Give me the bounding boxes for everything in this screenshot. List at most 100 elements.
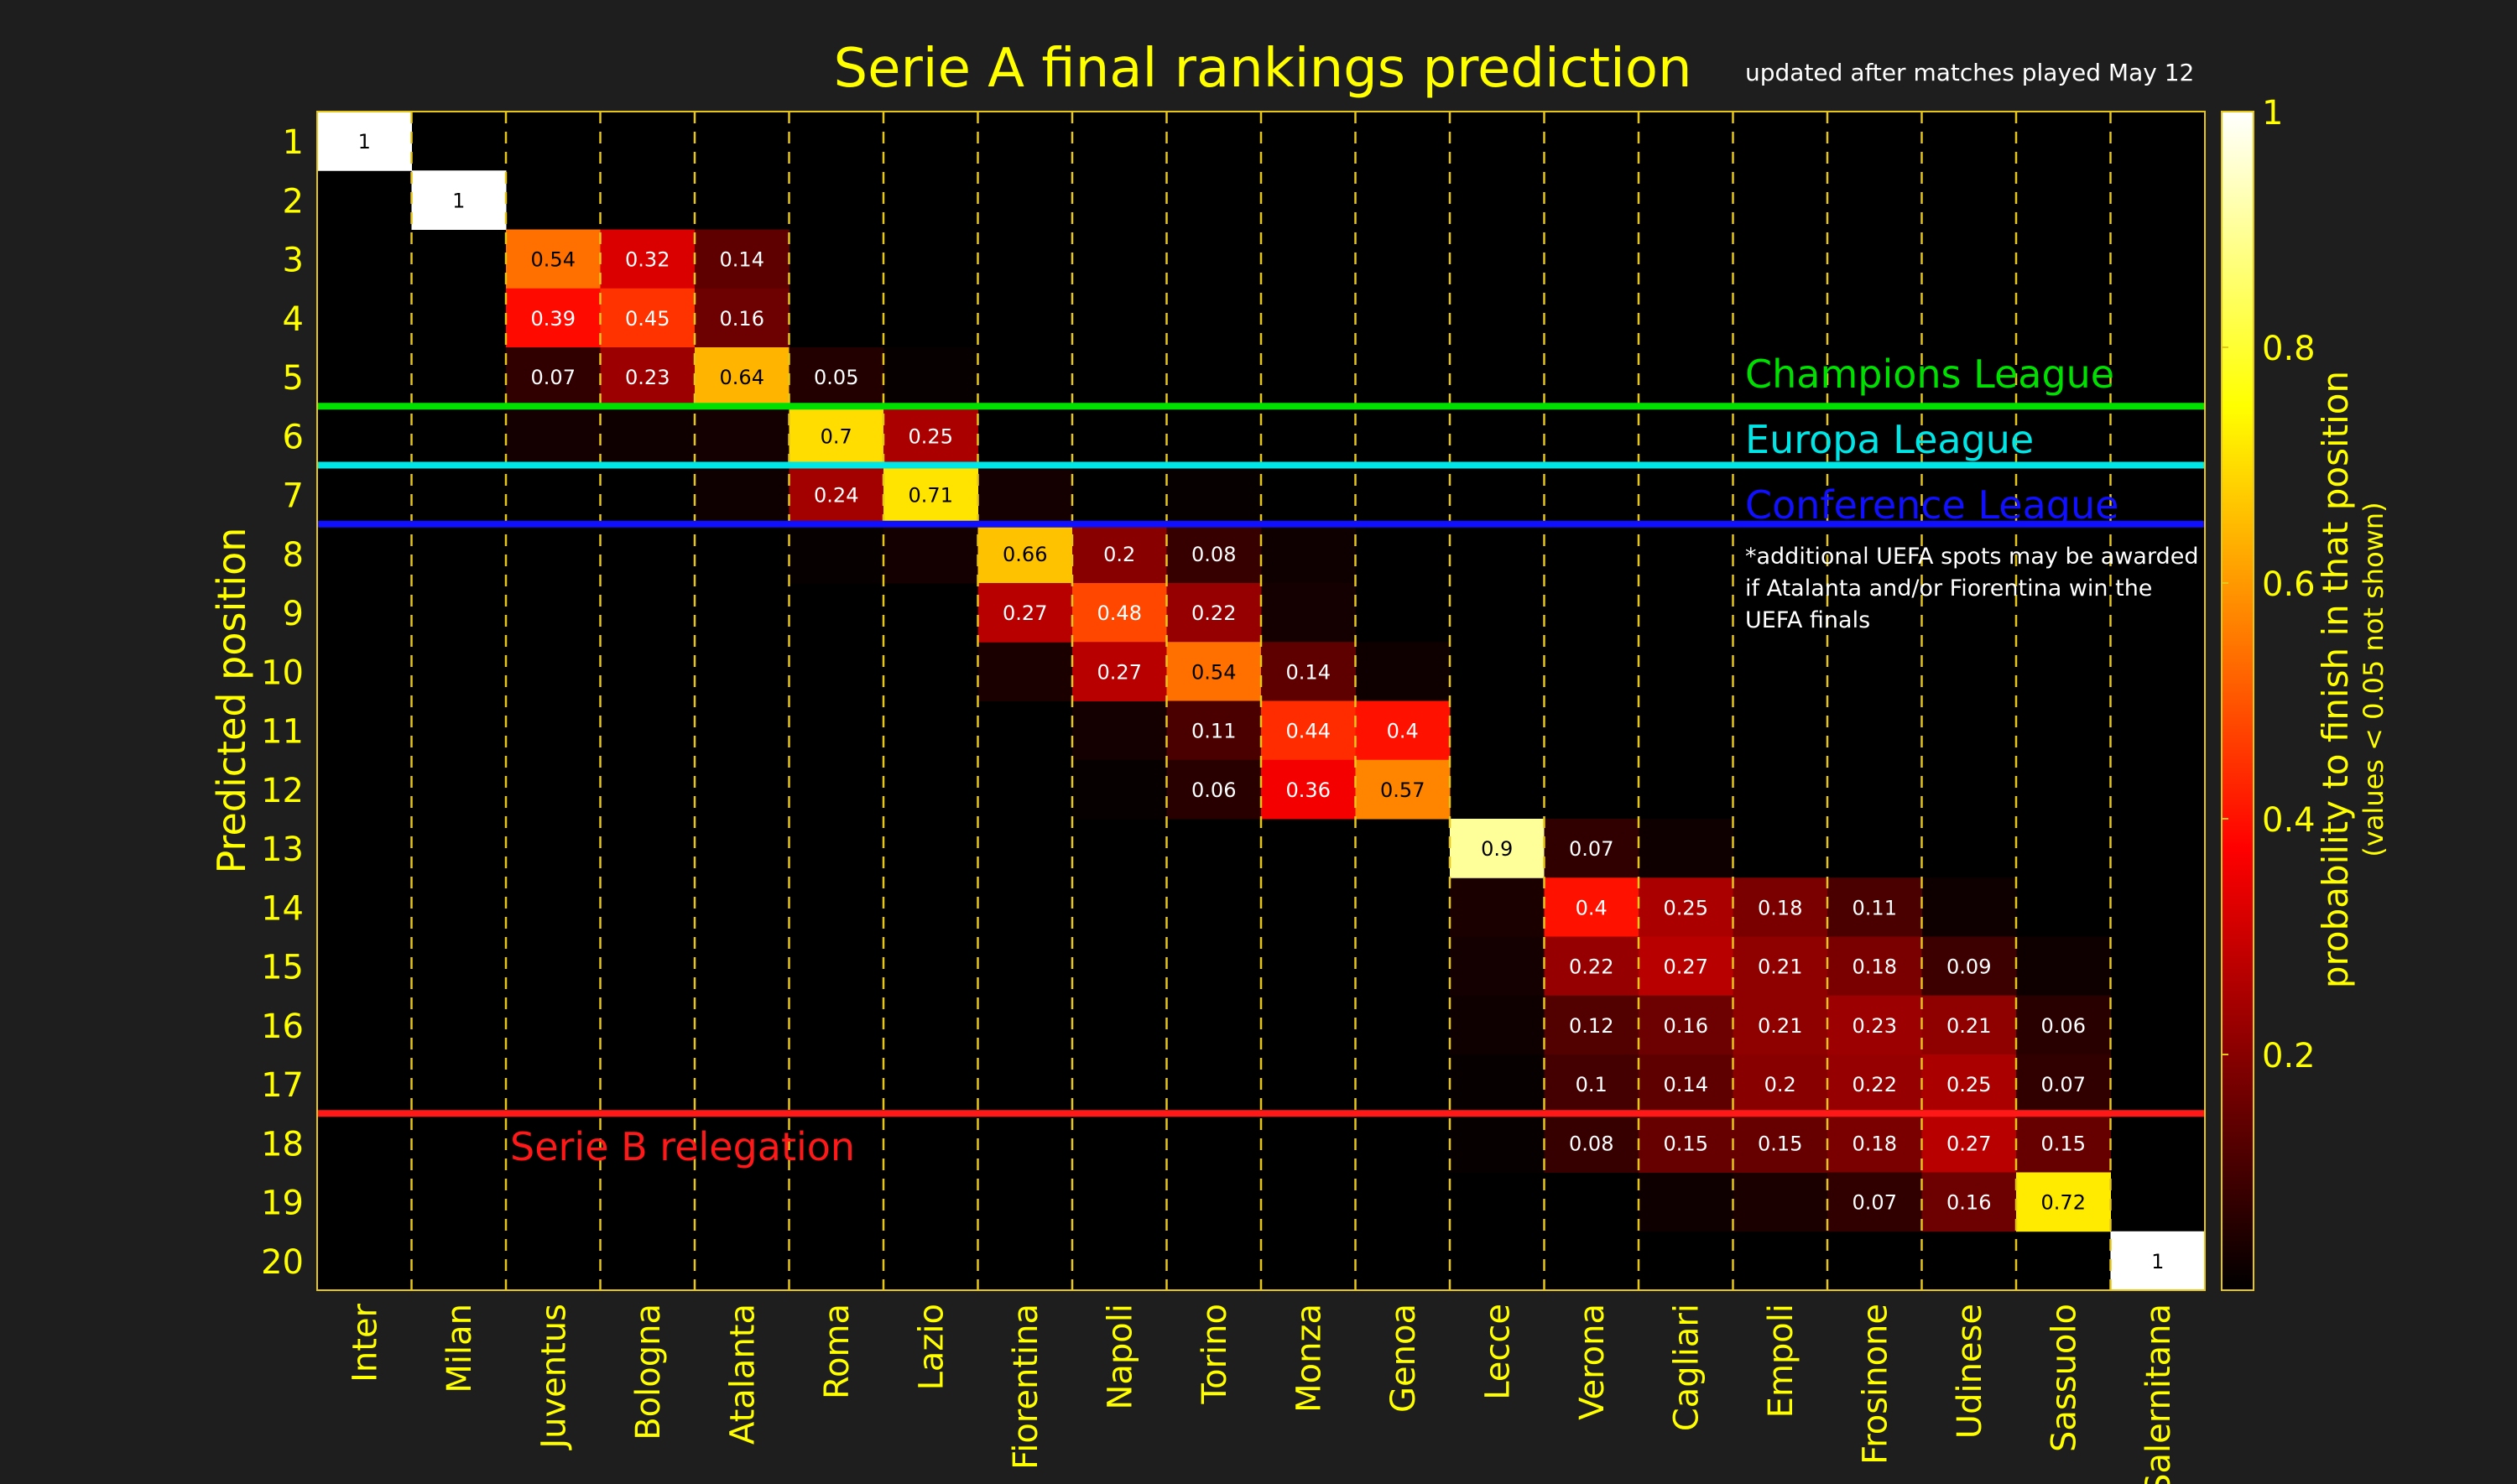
chart-title: Serie A final rankings prediction: [833, 38, 1691, 100]
y-tick-10: 10: [261, 653, 304, 692]
cell-verona-16: [1544, 995, 1639, 1055]
cell-udinese-19: [1921, 1172, 2017, 1232]
uefa-note-line-1: *additional UEFA spots may be awarded: [1745, 544, 2199, 570]
x-tick-atalanta: Atalanta: [723, 1304, 762, 1445]
cell-napoli-10: [1072, 642, 1167, 701]
colorbar-ticks: 0.2 0.4 0.6 0.8 1: [2222, 94, 2316, 1075]
cell-label-juventus-3: 0.54: [531, 248, 576, 272]
cell-bologna-3: [600, 229, 696, 289]
cell-frosinone-19: [1827, 1172, 1922, 1232]
cell-label-napoli-8: 0.2: [1103, 543, 1135, 566]
cell-empoli-17: [1733, 1054, 1828, 1114]
x-tick-frosinone: Frosinone: [1856, 1304, 1894, 1465]
cell-label-empoli-18: 0.15: [1758, 1132, 1802, 1155]
x-tick-juventus: Juventus: [534, 1304, 573, 1451]
cell-atalanta-4: [695, 288, 789, 348]
cell-verona-13: [1544, 819, 1639, 878]
cell-label-udinese-15: 0.09: [1946, 955, 1991, 979]
cell-label-fiorentina-9: 0.27: [1003, 601, 1047, 625]
cell-bologna-6: [600, 406, 696, 466]
cell-empoli-16: [1733, 995, 1828, 1055]
cell-fiorentina-9: [977, 583, 1073, 643]
cell-label-frosinone-15: 0.18: [1853, 955, 1897, 979]
cell-label-cagliari-15: 0.27: [1664, 955, 1708, 979]
cell-label-bologna-5: 0.23: [625, 366, 670, 389]
cell-napoli-12: [1072, 759, 1167, 820]
cell-torino-12: [1166, 759, 1262, 820]
cell-label-torino-12: 0.06: [1191, 778, 1236, 802]
cell-lecce-16: [1450, 995, 1545, 1055]
cell-inter-1: [317, 112, 412, 171]
cell-empoli-19: [1733, 1172, 1828, 1232]
y-tick-11: 11: [261, 713, 304, 752]
cell-label-cagliari-14: 0.25: [1664, 896, 1708, 919]
cell-label-torino-9: 0.22: [1191, 601, 1236, 625]
y-tick-18: 18: [261, 1125, 304, 1164]
cell-label-frosinone-16: 0.23: [1853, 1014, 1897, 1038]
cell-label-genoa-12: 0.57: [1380, 778, 1425, 802]
cell-bologna-4: [600, 288, 696, 348]
cell-label-atalanta-5: 0.64: [720, 366, 764, 389]
cell-genoa-12: [1355, 759, 1451, 820]
x-tick-inter: Inter: [346, 1303, 384, 1382]
cell-frosinone-16: [1827, 995, 1922, 1055]
x-tick-verona: Verona: [1573, 1304, 1612, 1420]
cell-label-cagliari-18: 0.15: [1664, 1132, 1708, 1155]
x-tick-empoli: Empoli: [1762, 1304, 1800, 1418]
colorbar-tick-label: 0.2: [2262, 1037, 2316, 1075]
y-tick-19: 19: [261, 1185, 304, 1223]
x-tick-lazio: Lazio: [912, 1304, 951, 1390]
cell-juventus-5: [506, 347, 601, 407]
cell-label-lazio-7: 0.71: [909, 484, 953, 508]
cell-cagliari-18: [1639, 1113, 1733, 1173]
cell-sassuolo-15: [2016, 936, 2111, 997]
y-axis-label: Predicted position: [209, 528, 254, 874]
cell-napoli-11: [1072, 700, 1167, 761]
cell-lecce-15: [1450, 936, 1545, 997]
cell-label-torino-11: 0.11: [1191, 720, 1236, 743]
cell-fiorentina-10: [977, 642, 1073, 701]
cell-label-udinese-19: 0.16: [1946, 1191, 1991, 1215]
cell-label-lecce-13: 0.9: [1481, 837, 1513, 861]
cell-label-juventus-5: 0.07: [531, 366, 576, 389]
x-tick-fiorentina: Fiorentina: [1007, 1304, 1045, 1470]
cell-frosinone-15: [1827, 936, 1922, 997]
cell-label-lazio-6: 0.25: [909, 424, 953, 448]
cell-udinese-16: [1921, 995, 2017, 1055]
y-tick-2: 2: [283, 182, 304, 221]
cell-genoa-10: [1355, 642, 1451, 701]
cell-cagliari-19: [1639, 1172, 1733, 1232]
y-tick-9: 9: [283, 595, 304, 633]
x-tick-bologna: Bologna: [629, 1304, 668, 1440]
cell-genoa-11: [1355, 700, 1451, 761]
cell-label-empoli-17: 0.2: [1764, 1073, 1796, 1096]
heatmap-cells: [317, 112, 2206, 1291]
cell-label-cagliari-17: 0.14: [1664, 1073, 1708, 1096]
x-tick-genoa: Genoa: [1384, 1304, 1423, 1413]
cell-roma-8: [789, 523, 884, 584]
colorbar-sublabel: (values < 0.05 not shown): [2358, 502, 2389, 857]
cell-label-salernitana-20: 1: [2151, 1250, 2164, 1273]
cell-fiorentina-7: [977, 465, 1073, 525]
cell-frosinone-18: [1827, 1113, 1922, 1173]
cell-label-udinese-16: 0.21: [1946, 1014, 1991, 1038]
cell-udinese-18: [1921, 1113, 2017, 1173]
cell-empoli-18: [1733, 1113, 1828, 1173]
cell-cagliari-13: [1639, 819, 1733, 878]
relegation-label: Serie B relegation: [510, 1124, 855, 1169]
cell-label-frosinone-17: 0.22: [1853, 1073, 1897, 1096]
cell-atalanta-3: [695, 229, 789, 289]
uefa-note-line-3: UEFA finals: [1745, 607, 1870, 633]
y-tick-14: 14: [261, 889, 304, 928]
cell-lazio-7: [883, 465, 978, 525]
y-tick-5: 5: [283, 359, 304, 398]
colorbar-tick-label: 1: [2262, 94, 2283, 133]
x-tick-labels: Inter Milan Juventus Bologna Atalanta Roma Laz…: [346, 1303, 2178, 1484]
cell-label-verona-14: 0.4: [1576, 896, 1608, 919]
cell-atalanta-7: [695, 465, 789, 525]
cell-monza-9: [1261, 583, 1356, 643]
champions-league-label: Champions League: [1745, 351, 2114, 397]
cell-label-fiorentina-8: 0.66: [1003, 543, 1047, 566]
colorbar-tick-label: 0.6: [2262, 565, 2316, 604]
